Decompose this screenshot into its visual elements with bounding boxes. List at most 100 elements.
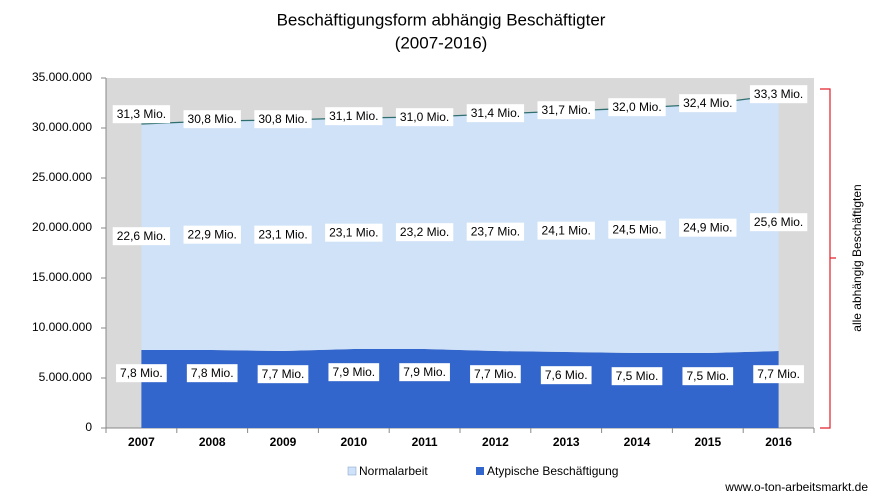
data-label-text: 7,7 Mio. bbox=[757, 367, 800, 381]
data-label: 7,9 Mio. bbox=[399, 363, 450, 382]
legend-swatch bbox=[476, 467, 484, 475]
x-tick-label: 2012 bbox=[482, 435, 509, 449]
y-tick-label: 30.000.000 bbox=[32, 120, 92, 134]
data-label: 33,3 Mio. bbox=[749, 85, 808, 104]
data-label-box bbox=[679, 94, 737, 113]
data-label: 25,6 Mio. bbox=[749, 213, 808, 232]
data-label-box bbox=[537, 101, 595, 120]
data-label-text: 31,7 Mio. bbox=[542, 103, 591, 117]
x-tick-label: 2016 bbox=[765, 435, 792, 449]
data-label-box bbox=[186, 364, 238, 383]
data-label-text: 7,8 Mio. bbox=[120, 366, 163, 380]
data-label: 31,1 Mio. bbox=[325, 107, 383, 126]
data-label-text: 31,3 Mio. bbox=[117, 107, 166, 121]
data-label-text: 24,5 Mio. bbox=[612, 223, 661, 237]
data-label-text: 24,1 Mio. bbox=[542, 224, 591, 238]
y-tick-label: 20.000.000 bbox=[32, 220, 92, 234]
data-label-text: 33,3 Mio. bbox=[754, 87, 803, 101]
data-label-box bbox=[466, 222, 525, 241]
data-label-box bbox=[682, 367, 734, 386]
data-label-text: 7,7 Mio. bbox=[262, 367, 305, 381]
data-label-box bbox=[328, 363, 380, 382]
x-tick-label: 2014 bbox=[624, 435, 651, 449]
area-outline bbox=[141, 94, 779, 125]
data-label-box bbox=[183, 225, 241, 244]
data-label: 23,2 Mio. bbox=[395, 223, 454, 242]
data-label: 23,7 Mio. bbox=[466, 222, 525, 241]
data-label-text: 23,2 Mio. bbox=[400, 225, 449, 239]
data-label-box bbox=[395, 108, 454, 127]
chart-subtitle: (2007-2016) bbox=[395, 33, 488, 52]
data-label-box bbox=[183, 110, 241, 129]
data-label-text: 30,8 Mio. bbox=[258, 112, 307, 126]
data-label-box bbox=[470, 365, 521, 384]
data-label-box bbox=[537, 221, 595, 240]
data-label: 7,8 Mio. bbox=[116, 364, 167, 383]
data-label-box bbox=[608, 98, 666, 117]
y-tick-label: 25.000.000 bbox=[32, 170, 92, 184]
data-label-text: 22,9 Mio. bbox=[188, 228, 237, 242]
data-label: 7,7 Mio. bbox=[257, 365, 309, 384]
data-label-text: 7,9 Mio. bbox=[332, 365, 375, 379]
data-label-box bbox=[254, 225, 312, 244]
x-tick-label: 2011 bbox=[412, 435, 438, 449]
data-label-box bbox=[749, 213, 808, 232]
data-label-text: 32,4 Mio. bbox=[683, 96, 732, 110]
data-label-box bbox=[753, 365, 804, 384]
y-tick-label: 10.000.000 bbox=[32, 320, 92, 334]
data-label-text: 23,1 Mio. bbox=[258, 228, 307, 242]
data-label: 24,5 Mio. bbox=[608, 220, 666, 239]
data-label-box bbox=[540, 366, 592, 385]
data-label-text: 7,8 Mio. bbox=[191, 366, 234, 380]
data-label-box bbox=[116, 364, 167, 383]
x-tick-label: 2009 bbox=[270, 435, 297, 449]
data-label: 32,0 Mio. bbox=[608, 98, 666, 117]
data-label-box bbox=[395, 223, 454, 242]
x-tick-label: 2007 bbox=[128, 435, 155, 449]
data-label-text: 7,9 Mio. bbox=[403, 365, 446, 379]
data-label-text: 24,9 Mio. bbox=[683, 221, 732, 235]
data-label-box bbox=[399, 363, 450, 382]
data-label-text: 30,8 Mio. bbox=[188, 112, 237, 126]
x-tick-label: 2010 bbox=[340, 435, 367, 449]
data-label: 24,1 Mio. bbox=[537, 221, 595, 240]
data-label-box bbox=[679, 218, 737, 237]
data-label: 7,5 Mio. bbox=[682, 367, 734, 386]
data-label-text: 25,6 Mio. bbox=[754, 215, 803, 229]
data-label-box bbox=[325, 107, 383, 126]
legend-label: Normalarbeit bbox=[359, 464, 428, 478]
y-tick-label: 5.000.000 bbox=[39, 370, 93, 384]
data-label-box bbox=[466, 104, 525, 123]
data-label: 7,5 Mio. bbox=[611, 367, 663, 386]
data-label: 23,1 Mio. bbox=[254, 225, 312, 244]
chart-title: Beschäftigungsform abhängig Beschäftigte… bbox=[277, 10, 606, 29]
data-label: 30,8 Mio. bbox=[183, 110, 241, 129]
data-label-text: 7,6 Mio. bbox=[545, 368, 588, 382]
data-label-text: 31,4 Mio. bbox=[471, 106, 520, 120]
data-label-box bbox=[112, 105, 171, 124]
x-tick-label: 2008 bbox=[199, 435, 226, 449]
data-label-text: 32,0 Mio. bbox=[612, 100, 661, 114]
data-label: 7,7 Mio. bbox=[470, 365, 521, 384]
data-label-box bbox=[608, 220, 666, 239]
data-label: 24,9 Mio. bbox=[679, 218, 737, 237]
data-label: 30,8 Mio. bbox=[254, 110, 312, 129]
data-label: 7,9 Mio. bbox=[328, 363, 380, 382]
data-label-text: 23,7 Mio. bbox=[471, 225, 520, 239]
data-label-text: 22,6 Mio. bbox=[117, 229, 166, 243]
data-label: 31,3 Mio. bbox=[112, 105, 171, 124]
data-label-box bbox=[749, 85, 808, 104]
data-label: 7,7 Mio. bbox=[753, 365, 804, 384]
data-label-text: 7,7 Mio. bbox=[474, 367, 517, 381]
data-label-text: 7,5 Mio. bbox=[686, 369, 729, 383]
legend-swatch bbox=[347, 466, 357, 476]
bracket bbox=[820, 88, 836, 429]
data-label-box bbox=[112, 227, 171, 246]
bracket-label: alle abhängig Beschäftigten bbox=[850, 184, 864, 331]
x-tick-label: 2015 bbox=[694, 435, 721, 449]
data-label: 7,8 Mio. bbox=[186, 364, 238, 383]
data-label-box bbox=[254, 110, 312, 129]
data-label-text: 31,0 Mio. bbox=[400, 110, 449, 124]
source: www.o-ton-arbeitsmarkt.de bbox=[724, 480, 868, 494]
